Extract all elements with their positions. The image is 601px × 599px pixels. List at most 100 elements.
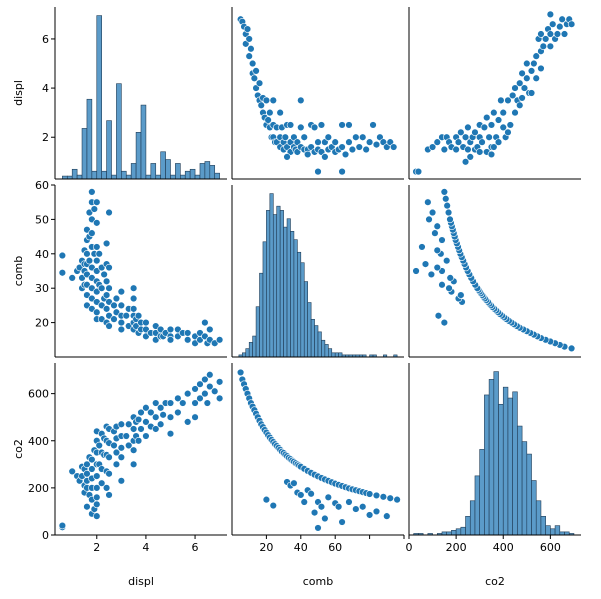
scatter-point (102, 277, 111, 286)
hist-bar-comb (286, 218, 291, 358)
scatter-point (523, 59, 531, 68)
scatter-point (269, 96, 277, 105)
y-tick-label-comb: 30 (35, 282, 49, 295)
x-tick-label-co2: 400 (493, 541, 514, 554)
hist-bar-displ (214, 172, 220, 180)
scatter-point (117, 325, 126, 334)
scatter-point (58, 521, 67, 530)
scatter-point (93, 512, 101, 520)
scatter-point (105, 284, 113, 292)
scatter-point (359, 503, 367, 511)
hist-bar-comb (314, 325, 319, 358)
scatter-point (546, 42, 555, 51)
scatter-point (201, 375, 209, 384)
hist-bar-displ (116, 83, 122, 180)
hist-bar-displ (140, 104, 147, 180)
hist-bar-comb (279, 210, 284, 358)
hist-bar-displ (130, 163, 137, 180)
scatter-point (142, 318, 150, 327)
hist-bar-co2 (531, 480, 537, 536)
scatter-point (499, 123, 507, 132)
hist-bar-displ (175, 163, 181, 180)
scatter-point (183, 389, 192, 398)
scatter-point (152, 413, 160, 421)
hist-bar-displ (106, 120, 112, 180)
panel-co2-vs-co2: 0 200 400 600 (406, 363, 581, 554)
scatter-point (314, 524, 322, 532)
hist-bar-comb (331, 352, 336, 358)
scatter-point (338, 518, 346, 526)
hist-bar-displ (170, 174, 176, 180)
x-tick-label-comb: 20 (259, 541, 273, 554)
scatter-point (359, 133, 367, 141)
y-axis-label-comb: comb (12, 256, 25, 286)
scatter-point (93, 256, 101, 265)
hist-bar-comb (297, 251, 302, 358)
scatter-point (310, 508, 319, 517)
scatter-point (83, 250, 91, 258)
y-axis-label-co2: co2 (12, 439, 25, 459)
scatter-point (389, 143, 398, 151)
scatter-point (68, 467, 76, 476)
scatter-point (252, 67, 260, 75)
scatter-point (317, 121, 326, 129)
scatter-point (427, 270, 436, 279)
scatter-point (236, 368, 245, 377)
scatter-point (504, 128, 512, 137)
scatter-point (530, 59, 538, 68)
hist-bar-displ (76, 174, 83, 180)
hist-bar-comb (269, 193, 274, 358)
hist-bar-co2 (484, 394, 490, 536)
scatter-point (283, 153, 291, 161)
scatter-point (105, 208, 113, 217)
x-tick-label-co2: 200 (446, 541, 467, 554)
scatter-point (95, 250, 103, 258)
hist-bar-co2 (488, 379, 495, 536)
scatter-point (511, 84, 519, 92)
scatter-point (454, 138, 463, 146)
hist-bar-comb (252, 335, 257, 358)
scatter-point (117, 318, 126, 327)
scatter-point (102, 239, 111, 248)
scatter-point (412, 267, 420, 275)
scatter-point (211, 387, 219, 395)
scatter-point (321, 153, 329, 161)
panel-displ-vs-comb (231, 7, 404, 180)
scatter-point (307, 490, 315, 498)
scatter-point (247, 45, 255, 53)
hist-bar-comb (324, 344, 329, 358)
scatter-point (348, 145, 357, 154)
scatter-point (345, 121, 353, 129)
scatter-point (527, 67, 536, 75)
scatter-point (137, 425, 145, 433)
scatter-point (129, 460, 138, 469)
scatter-point (537, 30, 545, 38)
scatter-point (537, 64, 545, 73)
scatter-point (352, 505, 360, 513)
scatter-point (97, 284, 106, 292)
hist-bar-co2 (554, 525, 561, 536)
scatter-point (88, 455, 96, 464)
hist-bar-comb (283, 226, 288, 358)
scatter-point (183, 329, 192, 337)
scatter-point (433, 246, 441, 255)
scatter-point (134, 437, 143, 445)
scatter-point (245, 35, 253, 43)
scatter-point (88, 229, 96, 237)
scatter-point (297, 96, 305, 105)
scatter-point (117, 287, 126, 296)
panel-co2-vs-displ: 0 200 400 600 2 4 6 (28, 363, 227, 554)
hist-bar-displ (184, 170, 191, 180)
panel-comb-vs-displ: 20 30 40 50 60 (35, 179, 227, 358)
scatter-point (112, 294, 121, 303)
scatter-point (440, 145, 449, 154)
scatter-point (134, 415, 143, 424)
y-tick-label-comb: 40 (35, 248, 49, 261)
scatter-point (324, 133, 333, 141)
scatter-point (338, 167, 346, 176)
hist-bar-comb (293, 239, 298, 358)
hist-bar-displ (160, 151, 166, 180)
scatter-point (191, 399, 199, 407)
scatter-point (303, 150, 312, 159)
